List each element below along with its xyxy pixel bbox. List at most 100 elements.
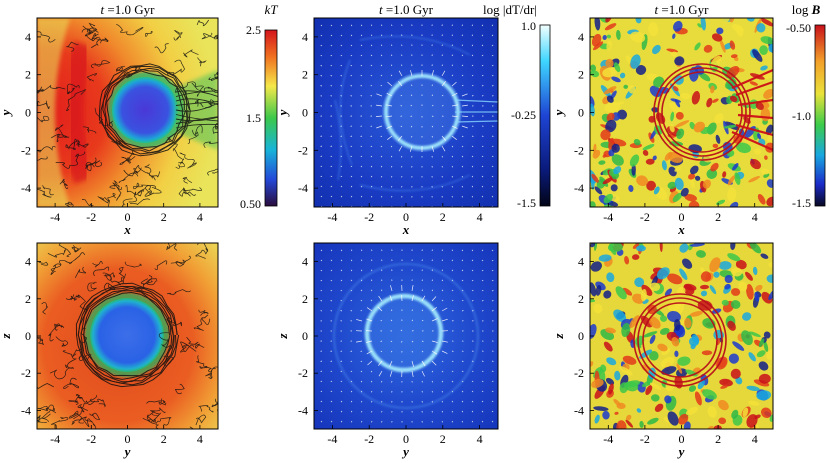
y-tick-label: 4 [578,30,584,44]
y-tick-label: 2 [25,292,31,306]
colorbar-b: log B -0.50 -1.0 -1.5 [786,2,826,210]
x-tick-label: 4 [477,432,483,446]
colorbar-label: kT [265,2,279,17]
y-tick-label: 4 [302,30,308,44]
x-tick-label: -2 [640,432,650,446]
colorbar-tick: 1.0 [521,19,536,33]
y-axis-label: z [0,333,13,340]
x-tick-label: 0 [403,432,409,446]
x-tick-label: -4 [603,432,613,446]
panel-temperature-xy: t =1.0 Gyr [36,2,219,208]
x-tick-label: 4 [477,210,483,224]
y-tick-label: 0 [302,106,308,120]
y-tick-label: -4 [574,403,584,417]
colorbar-tick: -0.25 [511,108,536,122]
axes: -4 -4 -2 -2 0 0 2 2 4 4 x y -4 -4 -2 -2 0 0 2 2 4 4 x y -4 -4 -2 -2… [0,30,758,459]
x-tick-label: 2 [161,210,167,224]
y-tick-label: -2 [298,366,308,380]
y-tick-label: 0 [25,329,31,343]
y-tick-label: -2 [574,366,584,380]
colorbar-tick: -1.5 [517,196,536,210]
x-tick-label: 0 [125,210,131,224]
y-tick-label: 0 [25,106,31,120]
y-axis-label: y [0,109,13,117]
y-tick-label: -4 [298,181,308,195]
y-tick-label: 4 [578,255,584,269]
y-tick-label: -4 [574,181,584,195]
cold-core [112,77,178,143]
gradient-arrows [320,249,494,423]
gradient-ring [364,293,444,373]
y-tick-label: -4 [298,403,308,417]
x-axis-label: x [402,222,410,237]
y-tick-label: -4 [21,181,31,195]
y-tick-label: 4 [25,255,31,269]
colorbar-tick: 1.5 [246,111,261,125]
colorbar-label: log B [792,2,821,17]
x-tick-label: 2 [440,210,446,224]
x-tick-label: -2 [640,210,650,224]
y-axis-label: y [275,109,290,117]
x-tick-label: 2 [440,432,446,446]
x-tick-label: 0 [403,210,409,224]
x-axis-label: y [123,444,131,459]
y-tick-label: 2 [578,68,584,82]
panel-bfield-xy: t =1.0 Gyr [589,2,774,208]
panel-gradt-xy: t =1.0 Gyr [313,2,499,208]
x-tick-label: 4 [197,432,203,446]
x-tick-label: -2 [364,432,374,446]
x-tick-label: 4 [752,210,758,224]
y-tick-label: 0 [578,329,584,343]
y-tick-label: 0 [578,106,584,120]
colorbar-label: log |dT/dr| [483,2,537,17]
x-tick-label: -4 [603,210,613,224]
y-tick-label: -2 [21,143,31,157]
x-tick-label: 2 [161,432,167,446]
x-tick-label: -2 [86,432,96,446]
y-axis-label: z [275,333,290,340]
x-tick-label: -4 [50,432,60,446]
x-tick-label: 2 [715,210,721,224]
y-tick-label: -2 [21,366,31,380]
x-axis-label: y [677,444,685,459]
colorbar-kt: kT 2.5 1.5 0.50 [240,2,278,211]
y-axis-label: y [551,109,566,117]
x-tick-label: -2 [86,210,96,224]
colorbar-tick: 0.50 [240,197,261,211]
colorbar-tick: -0.50 [786,21,811,35]
panel-title: t =1.0 Gyr [379,2,434,17]
x-tick-label: 0 [679,432,685,446]
colorbar-tick: 2.5 [246,23,261,37]
x-tick-label: -4 [327,210,337,224]
y-tick-label: -2 [574,143,584,157]
y-tick-label: 0 [302,329,308,343]
x-tick-label: -4 [50,210,60,224]
colorbar-gradt: log |dT/dr| 1.0 -0.25 -1.5 [483,2,551,210]
x-tick-label: 0 [679,210,685,224]
y-tick-label: 2 [25,68,31,82]
x-axis-label: x [123,222,131,237]
cold-core [90,298,164,372]
panel-temperature-yz [36,242,219,430]
x-axis-label: x [677,222,685,237]
colorbar-tick: -1.5 [792,196,811,210]
y-axis-label: z [551,333,566,340]
panel-title: t =1.0 Gyr [655,2,710,17]
y-tick-label: 2 [302,292,308,306]
x-tick-label: 4 [197,210,203,224]
x-tick-label: -4 [327,432,337,446]
field-lines [37,243,218,429]
y-tick-label: -4 [21,403,31,417]
x-tick-label: -2 [364,210,374,224]
x-axis-label: y [401,444,409,459]
colorbar-tick: -1.0 [792,109,811,123]
x-tick-label: 0 [125,432,131,446]
y-tick-label: -2 [298,143,308,157]
panel-bfield-yz [589,242,774,430]
y-tick-label: 2 [578,292,584,306]
panel-gradt-yz [313,242,499,430]
panel-title: t =1.0 Gyr [101,2,156,17]
x-tick-label: 4 [752,432,758,446]
y-tick-label: 4 [25,30,31,44]
